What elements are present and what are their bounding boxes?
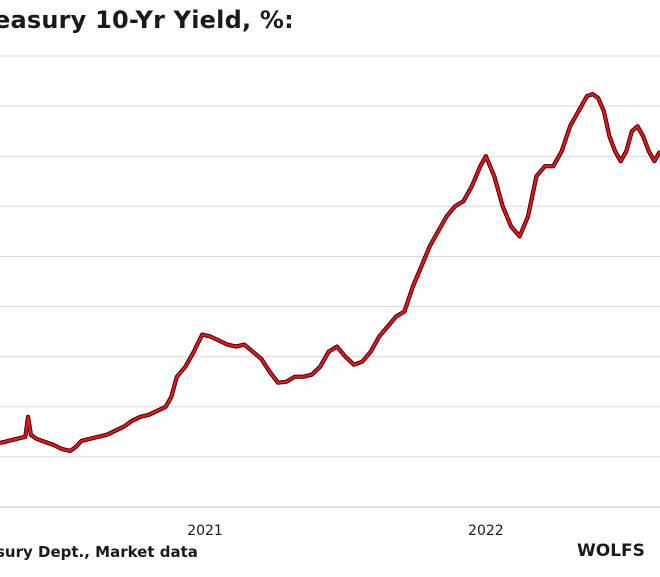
x-tick-label-2022: 2022 bbox=[468, 523, 504, 539]
x-tick-layer: 2021 2022 bbox=[187, 523, 503, 539]
x-tick-label-2021: 2021 bbox=[187, 523, 223, 539]
grid-layer bbox=[0, 55, 660, 458]
series-layer bbox=[0, 91, 660, 453]
brand-label: WOLFS bbox=[577, 541, 645, 561]
series-line-shadow bbox=[0, 91, 660, 453]
chart-title: easury 10-Yr Yield, %: bbox=[0, 6, 294, 34]
series-line-0 bbox=[0, 92, 660, 453]
source-note: sury Dept., Market data bbox=[0, 543, 198, 561]
